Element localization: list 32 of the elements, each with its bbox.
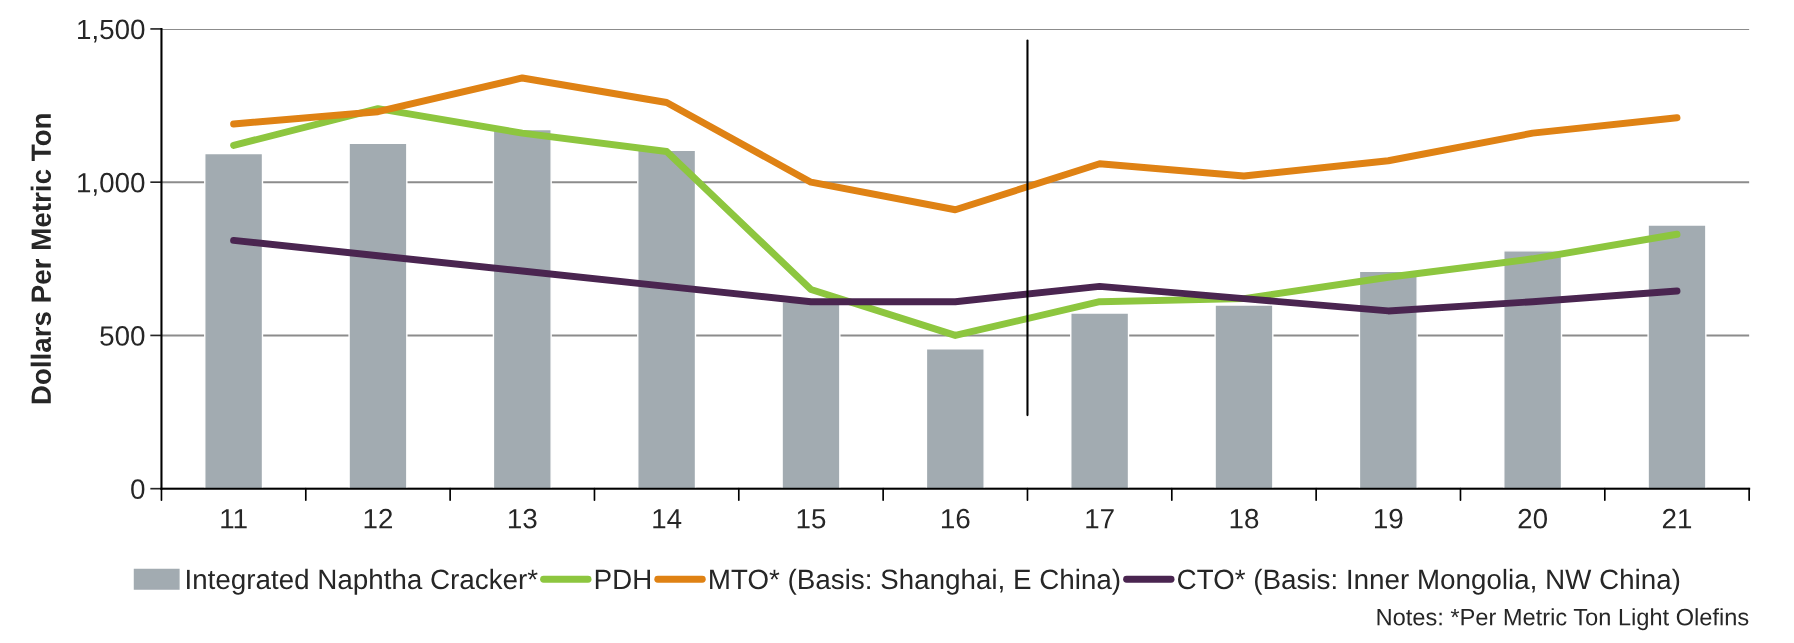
y-axis-title: Dollars Per Metric Ton — [30, 114, 52, 404]
bar — [204, 152, 264, 489]
x-tick-label: 21 — [1662, 508, 1692, 529]
x-tick-label: 15 — [797, 509, 826, 529]
legend-label: PDH — [595, 569, 650, 589]
bar — [492, 128, 552, 489]
x-tick-label: 14 — [653, 509, 682, 529]
y-tick-label: 500 — [100, 326, 145, 346]
y-tick-label: 1,000 — [78, 172, 145, 196]
bar — [781, 301, 841, 489]
x-tick-label: 13 — [508, 508, 537, 529]
bar — [1214, 304, 1274, 489]
bar — [1647, 224, 1707, 489]
x-tick-label: 18 — [1230, 508, 1259, 529]
bar — [1358, 270, 1418, 489]
x-tick-label: 12 — [364, 508, 393, 529]
bar — [637, 149, 697, 489]
legend-label: Integrated Naphtha Cracker* — [187, 568, 538, 595]
y-tick-label: 0 — [131, 479, 145, 500]
x-tick-label: 19 — [1374, 508, 1403, 529]
bar — [925, 348, 985, 489]
y-tick-label: 1,500 — [78, 19, 145, 43]
bar — [1503, 250, 1563, 489]
x-tick-label: 11 — [221, 509, 247, 529]
text: Notes: *Per Metric Ton Light Olefins — [1377, 608, 1749, 631]
bar — [1070, 312, 1130, 489]
legend-label: CTO* (Basis: Inner Mongolia, NW China) — [1178, 568, 1680, 595]
legend-label: MTO* (Basis: Shanghai, E China) — [710, 568, 1120, 595]
x-tick-label: 17 — [1086, 509, 1114, 529]
x-tick-label: 16 — [941, 508, 970, 529]
x-tick-label: 20 — [1518, 508, 1548, 529]
bar — [348, 142, 408, 489]
